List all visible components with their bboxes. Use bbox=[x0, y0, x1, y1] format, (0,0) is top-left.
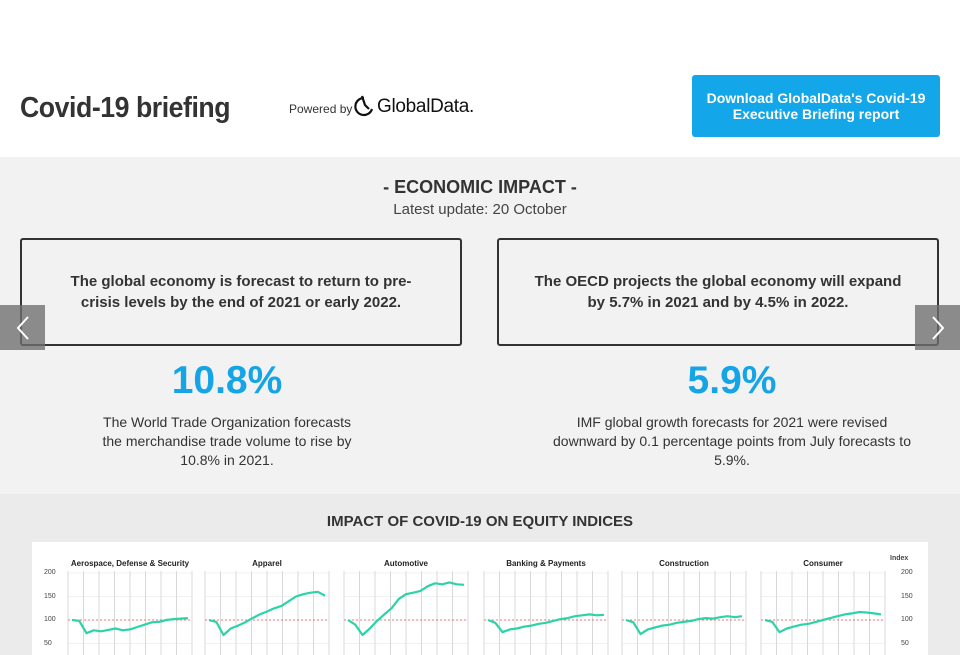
sector-index-line bbox=[764, 610, 882, 634]
page-title: Covid-19 briefing bbox=[20, 92, 231, 124]
economic-impact-title: - ECONOMIC IMPACT - bbox=[383, 177, 577, 197]
forecast-card-left: The global economy is forecast to return… bbox=[20, 238, 462, 346]
equity-indices-title: IMPACT OF COVID-19 ON EQUITY INDICES bbox=[326, 513, 634, 530]
stat-description-left: The World Trade Organization forecasts t… bbox=[102, 414, 352, 468]
y-tick-label-right: 200 bbox=[901, 569, 913, 576]
forecast-card-text: The OECD projects the global economy wil… bbox=[534, 273, 902, 311]
sector-index-line bbox=[487, 613, 605, 634]
globaldata-logo[interactable]: GlobalData. bbox=[353, 95, 474, 119]
y-tick-label-right: 50 bbox=[901, 639, 909, 647]
latest-update-text: Latest update: 20 October bbox=[393, 201, 567, 218]
stat-value-left: 10.8% bbox=[171, 359, 283, 402]
forecast-card-text: The global economy is forecast to return… bbox=[70, 273, 412, 311]
sector-chart-title: Construction bbox=[659, 559, 709, 568]
sector-index-line bbox=[71, 617, 189, 635]
equity-indices-section: IMPACT OF COVID-19 ON EQUITY INDICES Ind… bbox=[0, 494, 960, 655]
download-report-button[interactable]: Download GlobalData's Covid-19 Executive… bbox=[692, 75, 940, 137]
stat-value-right: 5.9% bbox=[687, 359, 777, 402]
forecast-card-right: The OECD projects the global economy wil… bbox=[497, 238, 939, 346]
economic-impact-section: - ECONOMIC IMPACT - Latest update: 20 Oc… bbox=[0, 157, 960, 494]
index-axis-label: Index bbox=[890, 555, 909, 562]
y-tick-label-left: 200 bbox=[44, 569, 56, 576]
globaldata-logo-icon bbox=[354, 95, 374, 117]
y-tick-label-left: 150 bbox=[44, 592, 56, 600]
equity-charts-panel: Index 200 200 150 150 100 100 50 50 Aerospace, D… bbox=[32, 542, 928, 655]
sector-index-line bbox=[347, 581, 465, 637]
header: Covid-19 briefing Powered by GlobalData.… bbox=[0, 0, 960, 157]
equity-charts-svg bbox=[67, 571, 886, 655]
sector-index-line bbox=[625, 615, 743, 636]
powered-by-label: Powered by bbox=[289, 102, 353, 116]
sector-chart-title: Automotive bbox=[384, 559, 428, 568]
carousel-next-button[interactable] bbox=[915, 305, 960, 350]
sector-chart-title: Apparel bbox=[252, 559, 282, 568]
sector-chart-title: Aerospace, Defense & Security bbox=[70, 559, 190, 568]
sector-index-line bbox=[208, 590, 326, 637]
chevron-right-icon bbox=[931, 315, 944, 340]
sector-chart-title: Banking & Payments bbox=[506, 559, 586, 568]
y-tick-label-right: 150 bbox=[901, 592, 913, 600]
carousel-prev-button[interactable] bbox=[0, 305, 45, 350]
stat-description-right: IMF global growth forecasts for 2021 wer… bbox=[553, 414, 911, 468]
sector-chart-title: Consumer bbox=[803, 559, 843, 568]
chevron-left-icon bbox=[16, 315, 29, 340]
y-tick-label-left: 50 bbox=[44, 639, 52, 647]
y-tick-label-left: 100 bbox=[44, 616, 56, 623]
globaldata-logo-text: GlobalData. bbox=[377, 96, 475, 117]
y-tick-label-right: 100 bbox=[901, 616, 913, 623]
